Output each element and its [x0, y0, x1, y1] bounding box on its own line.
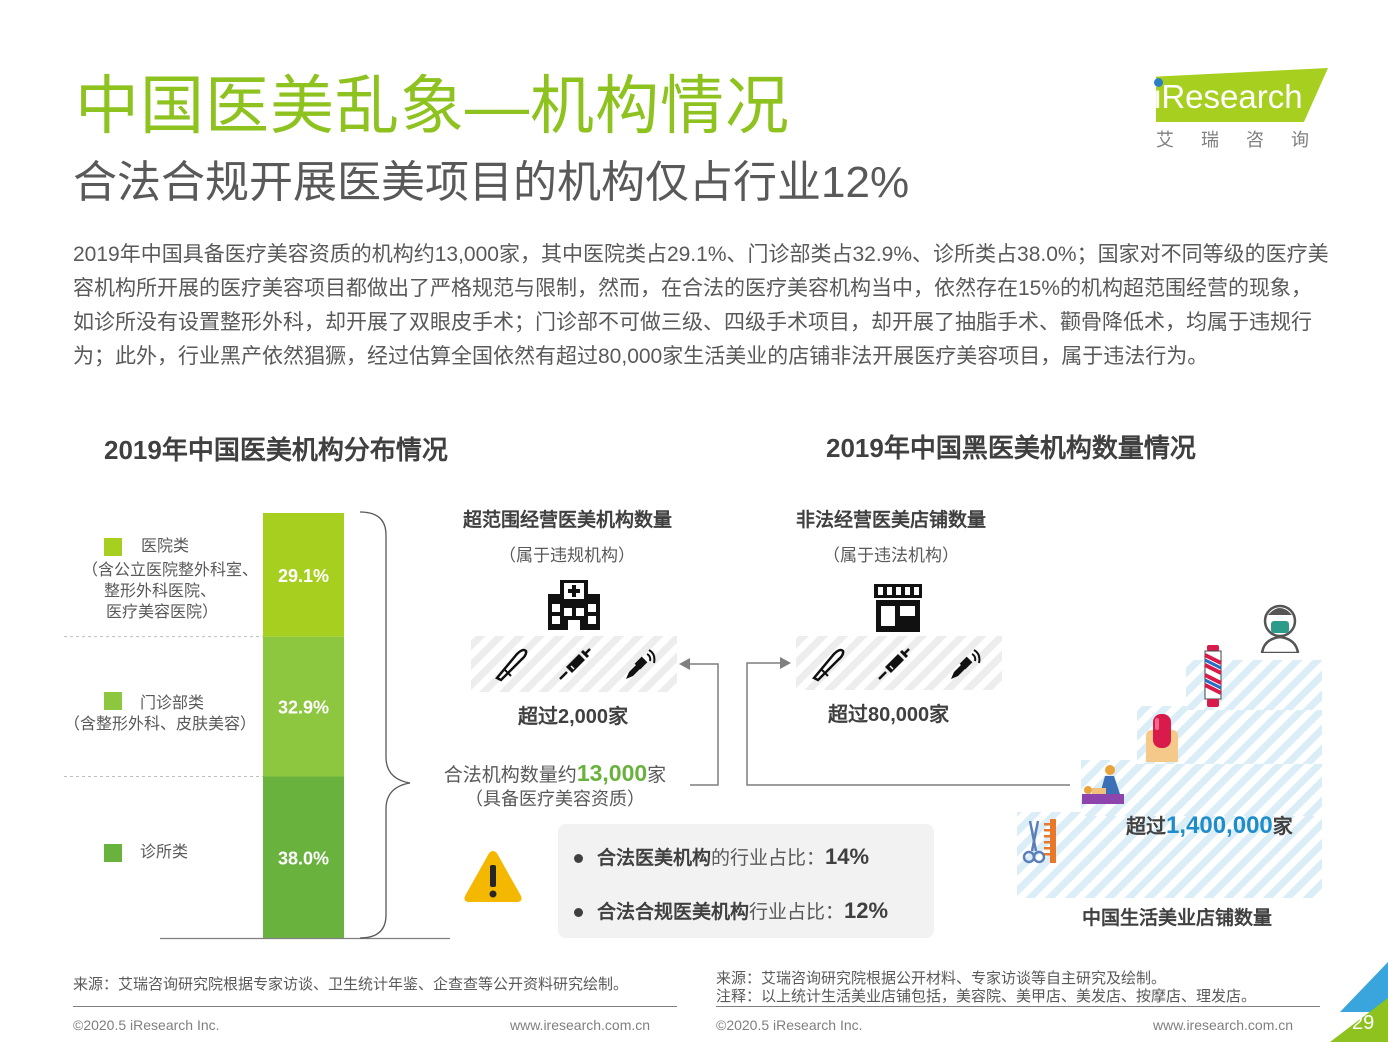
- intro-paragraph: 2019年中国具备医疗美容资质的机构约13,000家，其中医院类占29.1%、门…: [73, 243, 1329, 368]
- bullet-icon: [574, 908, 583, 918]
- logo-banner: [1156, 68, 1328, 122]
- legend-note-hospital-2: 整形外科医院、: [104, 583, 217, 600]
- legal-count-value: 13,000: [576, 760, 648, 786]
- iresearch-logo: iResearch 艾瑞咨询: [1148, 66, 1328, 156]
- footer-divider-left: [73, 1006, 677, 1007]
- overscope-count: 超过2,000家: [518, 706, 628, 729]
- overscope-count-suffix: 家: [608, 706, 629, 728]
- warning-icon: [464, 851, 522, 902]
- stair-step-1: [1017, 812, 1322, 898]
- footer-divider-right: [716, 1006, 1320, 1007]
- bar-segment-0: [263, 513, 344, 637]
- laser-device-icon: [626, 649, 656, 679]
- massage-icon: [1082, 765, 1124, 804]
- bracket-shape: [359, 511, 411, 939]
- syringe-icon: [878, 648, 910, 680]
- stair-step-2: [1081, 760, 1322, 816]
- legal-count-block: 合法机构数量约13,000家 （具备医疗美容资质）: [430, 760, 680, 811]
- source-left: 来源：艾瑞咨询研究院根据专家访谈、卫生统计年鉴、企查查等公开资料研究绘制。: [73, 976, 629, 993]
- url-right: www.iresearch.com.cn: [1153, 1017, 1294, 1033]
- page-corner-shape: [1330, 962, 1388, 1042]
- note-compliant-value: 12%: [844, 898, 889, 923]
- legend-note-hospital-1: （含公立医院整外科室、: [82, 562, 259, 579]
- laser-device-icon: [951, 649, 981, 679]
- right-section-title: 2019年中国黑医美机构数量情况: [826, 433, 1196, 463]
- legend-label-hospital: 医院类: [141, 538, 190, 555]
- note-compliant-ratio: 合法合规医美机构行业占比：12%: [574, 898, 888, 925]
- url-left: www.iresearch.com.cn: [510, 1017, 651, 1033]
- copyright-right: ©2020.5 iResearch Inc.: [716, 1017, 863, 1033]
- logo-dot-icon: [1154, 78, 1163, 87]
- lifestyle-count-value: 1,400,000: [1166, 812, 1273, 839]
- legend-note-outpatient: （含整形外科、皮肤美容）: [64, 716, 257, 733]
- illegal-count-value: 80,000: [868, 704, 930, 726]
- legend-swatch-clinic: [104, 844, 122, 862]
- left-section-title: 2019年中国医美机构分布情况: [104, 435, 448, 465]
- legal-count-suffix: 家: [647, 765, 667, 786]
- note-legal-text: 的行业占比：: [711, 848, 826, 869]
- connector-arrows: [679, 657, 1070, 786]
- page-title: 中国医美乱象—机构情况: [75, 70, 790, 142]
- overscope-subtitle: （属于违规机构）: [499, 546, 635, 565]
- illegal-subtitle: （属于违法机构）: [823, 546, 959, 565]
- scalpel-icon: [495, 648, 528, 682]
- illegal-count-suffix: 家: [929, 704, 950, 726]
- syringe-icon: [559, 648, 591, 680]
- overscope-title: 超范围经营医美机构数量: [463, 510, 673, 531]
- note-compliant-bold: 合法合规医美机构: [597, 902, 750, 923]
- barber-pole-icon: [1204, 645, 1222, 707]
- lifestyle-count-suffix: 家: [1272, 816, 1293, 838]
- bar-segment-2: [263, 776, 344, 938]
- logo-chinese: 艾瑞咨询: [1156, 130, 1336, 150]
- distribution-chart: 29.1% 32.9% 38.0% 医院类 （含公立医院整外科室、 整形外科医院、 …: [60, 505, 460, 945]
- legend-label-clinic: 诊所类: [140, 844, 189, 861]
- illegal-tools-panel: [796, 636, 1002, 690]
- bar-value-label-0: 29.1%: [278, 566, 329, 586]
- note-legal-ratio: 合法医美机构的行业占比：14%: [574, 844, 869, 871]
- scalpel-icon: [812, 648, 845, 682]
- legend-swatch-hospital: [104, 538, 122, 556]
- overscope-count-value: 2,000: [558, 706, 609, 728]
- overscope-tools-panel: [471, 636, 677, 692]
- legal-count-prefix: 合法机构数量约: [443, 765, 577, 786]
- lifestyle-caption: 中国生活美业店铺数量: [1082, 908, 1273, 929]
- legal-count-note: （具备医疗美容资质）: [465, 788, 645, 809]
- logo-text: iResearch: [1154, 78, 1303, 115]
- illegal-count: 超过80,000家: [828, 704, 949, 727]
- note-compliant-text: 行业占比：: [749, 902, 845, 923]
- storefront-icon: [874, 584, 922, 632]
- note-legal-bold: 合法医美机构: [597, 848, 712, 869]
- lifestyle-count-prefix: 超过: [1126, 816, 1166, 838]
- comb-scissors-icon: [1022, 819, 1056, 864]
- legend-label-outpatient: 门诊部类: [140, 695, 205, 712]
- illegal-count-prefix: 超过: [828, 704, 868, 726]
- legend-swatch-outpatient: [104, 692, 122, 710]
- overscope-count-prefix: 超过: [518, 706, 558, 728]
- note-legal-value: 14%: [825, 844, 870, 869]
- bar-value-label-2: 38.0%: [278, 848, 329, 868]
- legal-count-line: 合法机构数量约13,000家: [430, 760, 680, 788]
- ratio-notes-box: 合法医美机构的行业占比：14% 合法合规医美机构行业占比：12%: [558, 824, 934, 938]
- legend-note-hospital-3: 医疗美容医院）: [106, 604, 219, 621]
- stacked-bar-svg: 29.1% 32.9% 38.0%: [64, 513, 450, 940]
- bullet-icon: [574, 854, 583, 864]
- bar-value-label-1: 32.9%: [278, 698, 329, 718]
- hospital-building-icon: [548, 580, 600, 630]
- page-number: 29: [1352, 1012, 1375, 1034]
- source-right: 来源：艾瑞咨询研究院根据公开材料、专家访谈等自主研究及绘制。: [716, 970, 1167, 987]
- note-right: 注释：以上统计生活美业店铺包括，美容院、美甲店、美发店、按摩店、理发店。: [716, 988, 1257, 1005]
- copyright-left: ©2020.5 iResearch Inc.: [73, 1017, 220, 1033]
- nail-polish-icon: [1146, 714, 1178, 762]
- bar-segment-1: [263, 636, 344, 777]
- illegal-title: 非法经营医美店铺数量: [796, 510, 987, 531]
- lifestyle-count: 超过1,400,000家: [1126, 812, 1293, 840]
- page-subtitle: 合法合规开展医美项目的机构仅占行业12%: [73, 158, 910, 207]
- beautician-icon: [1260, 604, 1300, 653]
